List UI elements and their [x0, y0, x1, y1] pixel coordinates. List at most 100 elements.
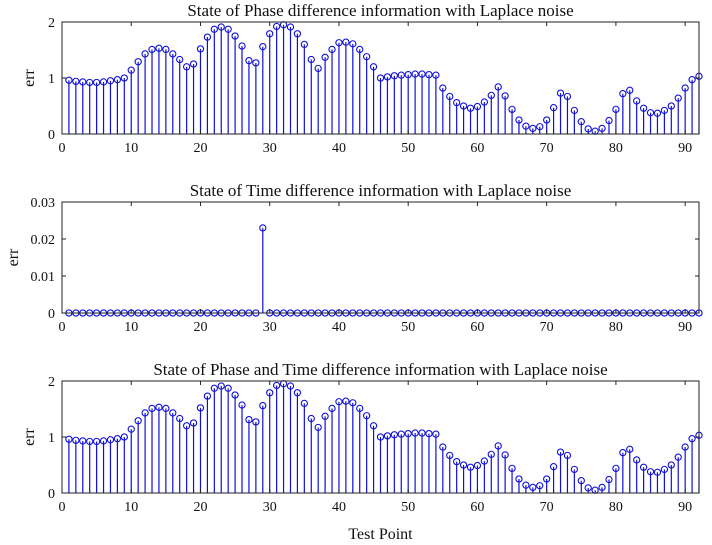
- stem-marker: [584, 484, 592, 492]
- stem-marker: [99, 437, 108, 445]
- stem-marker: [667, 461, 675, 469]
- stem-marker: [605, 475, 613, 484]
- stem-marker: [162, 45, 170, 54]
- stem-marker: [231, 391, 239, 399]
- stem-marker: [189, 60, 198, 68]
- stem-marker: [86, 437, 94, 446]
- stem-marker: [120, 74, 128, 82]
- stem-marker: [570, 106, 579, 115]
- stem-marker: [425, 70, 433, 79]
- stem-marker: [238, 42, 246, 50]
- stem-marker: [660, 465, 669, 474]
- stem-marker: [245, 56, 253, 65]
- stem-marker: [72, 77, 80, 86]
- stem-marker: [653, 468, 662, 476]
- x-tick-label: 30: [263, 141, 277, 156]
- stem-marker: [169, 409, 177, 417]
- stem-marker: [549, 463, 558, 471]
- y-tick-label: 0: [48, 487, 55, 502]
- chart-panel-1: 0 10 20 30 40 50 60 70 80 90 0 1 2 State of Phase dif…: [21, 1, 703, 156]
- stem-marker: [182, 422, 191, 430]
- stem-marker: [432, 71, 440, 79]
- stem-marker: [245, 415, 253, 424]
- stem-marker: [639, 463, 648, 471]
- stem-marker: [543, 116, 551, 124]
- stem-marker: [494, 83, 502, 91]
- stem-marker: [224, 25, 232, 33]
- stem-marker: [487, 450, 495, 459]
- stem-marker: [584, 125, 592, 133]
- stem-marker: [529, 483, 537, 492]
- stem-marker: [605, 116, 613, 125]
- x-tick-label: 80: [609, 320, 623, 335]
- stem-marker: [411, 70, 419, 78]
- stem-marker: [86, 78, 94, 87]
- stem-marker: [633, 456, 641, 464]
- stem-marker: [653, 109, 662, 117]
- stem-marker: [577, 477, 585, 485]
- x-tick-label: 50: [401, 141, 415, 156]
- stem-marker: [674, 94, 682, 102]
- y-axis-label: err: [21, 427, 38, 445]
- stem-marker: [162, 404, 170, 413]
- stem-marker: [286, 23, 295, 31]
- stem-marker: [92, 78, 101, 87]
- stem-marker: [563, 92, 572, 101]
- stem-marker: [543, 475, 551, 483]
- stem-marker: [577, 118, 585, 126]
- stem-marker: [439, 84, 447, 92]
- stem-marker: [681, 84, 689, 92]
- x-tick-label: 40: [332, 500, 346, 515]
- stem-marker: [397, 430, 405, 438]
- stem-marker: [321, 53, 329, 61]
- stem-marker: [196, 404, 205, 412]
- stem-marker: [210, 25, 218, 33]
- stem-marker: [349, 399, 357, 407]
- stem-marker: [356, 45, 364, 54]
- stem-marker: [266, 30, 274, 38]
- stem-marker: [141, 409, 149, 417]
- stem-marker: [307, 55, 315, 64]
- stem-marker: [141, 50, 149, 58]
- x-tick-label: 0: [59, 141, 66, 156]
- stem-marker: [148, 404, 156, 413]
- stem-marker: [404, 70, 412, 79]
- x-tick-label: 10: [124, 141, 138, 156]
- x-tick-label: 70: [540, 500, 554, 515]
- stem-marker: [300, 40, 308, 49]
- stem-marker: [321, 412, 329, 420]
- y-axis-label: err: [21, 68, 38, 86]
- stem-marker: [113, 435, 122, 443]
- stem-marker: [307, 414, 315, 423]
- y-tick-label: 1: [48, 431, 55, 446]
- stem-marker: [335, 398, 343, 406]
- stem-marker: [529, 124, 537, 133]
- stem-marker: [536, 123, 544, 131]
- stem-marker: [155, 44, 163, 52]
- stem-marker: [466, 463, 475, 471]
- stem-marker: [210, 384, 218, 392]
- stem-marker: [376, 74, 385, 82]
- stem-marker: [134, 417, 142, 425]
- chart-title: State of Phase difference information wi…: [187, 1, 573, 20]
- x-tick-label: 90: [678, 500, 692, 515]
- x-tick-label: 10: [124, 320, 138, 335]
- stem-marker: [300, 399, 308, 408]
- stem-marker: [459, 461, 468, 469]
- stem-marker: [556, 89, 565, 97]
- stem-marker: [376, 433, 385, 441]
- stem-marker: [515, 116, 523, 124]
- stem-marker: [120, 433, 128, 441]
- x-tick-label: 80: [609, 500, 623, 515]
- stem-marker: [349, 40, 357, 48]
- x-tick-label: 70: [540, 141, 554, 156]
- stem-marker: [646, 109, 655, 117]
- stem-marker: [549, 104, 558, 112]
- stem-marker: [182, 63, 191, 71]
- stem-marker: [92, 437, 101, 446]
- stem-marker: [466, 104, 475, 112]
- stem-marker: [217, 382, 225, 390]
- x-tick-label: 20: [193, 500, 207, 515]
- stem-marker: [189, 419, 198, 427]
- stem-marker: [508, 105, 516, 114]
